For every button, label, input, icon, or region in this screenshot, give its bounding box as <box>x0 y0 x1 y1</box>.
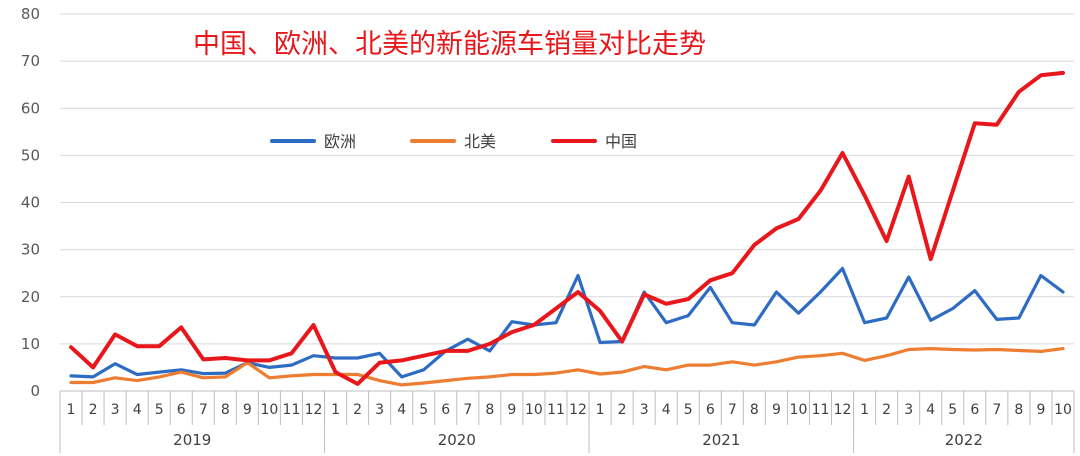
x-tick-label: 7 <box>463 402 472 418</box>
x-tick-label: 1 <box>596 402 605 418</box>
x-tick-label: 11 <box>812 402 830 418</box>
x-tick-label: 9 <box>772 402 781 418</box>
x-tick-label: 10 <box>525 402 543 418</box>
series-line-china <box>69 70 1065 386</box>
x-tick-label: 4 <box>397 402 406 418</box>
x-tick-label: 8 <box>485 402 494 418</box>
x-tick-label: 8 <box>750 402 759 418</box>
x-tick-label: 6 <box>177 402 186 418</box>
x-tick-label: 6 <box>706 402 715 418</box>
x-tick-label: 5 <box>155 402 164 418</box>
y-axis: 0 10 20 30 40 50 60 70 80 <box>21 5 40 400</box>
x-tick-label: 5 <box>684 402 693 418</box>
x-tick-label: 11 <box>283 402 301 418</box>
series-lines <box>69 70 1065 387</box>
x-tick-label: 1 <box>860 402 869 418</box>
x-tick-label: 12 <box>569 402 587 418</box>
x-tick-label: 10 <box>1054 402 1072 418</box>
y-tick-label: 80 <box>21 5 40 23</box>
y-tick-label: 60 <box>21 99 40 117</box>
y-tick-label: 50 <box>21 146 40 164</box>
x-tick-label: 1 <box>67 402 76 418</box>
chart-title: 中国、欧洲、北美的新能源车销量对比走势 <box>193 29 706 60</box>
x-tick-label: 1 <box>331 402 340 418</box>
x-tick-label: 5 <box>419 402 428 418</box>
x-tick-label: 2 <box>618 402 627 418</box>
x-tick-label: 2 <box>882 402 891 418</box>
y-tick-label: 70 <box>21 52 40 70</box>
year-label: 2022 <box>945 431 983 449</box>
x-tick-label: 4 <box>926 402 935 418</box>
x-tick-label: 12 <box>834 402 852 418</box>
x-tick-label: 3 <box>111 402 120 418</box>
series-line-europe <box>69 266 1065 379</box>
y-tick-label: 30 <box>21 241 40 259</box>
x-tick-label: 7 <box>992 402 1001 418</box>
x-tick-label: 11 <box>547 402 565 418</box>
legend-label-europe: 欧洲 <box>324 132 356 151</box>
y-tick-label: 20 <box>21 288 40 306</box>
x-tick-label: 9 <box>1036 402 1045 418</box>
y-tick-label: 40 <box>21 194 40 212</box>
x-tick-label: 6 <box>970 402 979 418</box>
x-tick-label: 4 <box>133 402 142 418</box>
x-tick-label: 8 <box>1014 402 1023 418</box>
series-line-north-america <box>69 347 1065 387</box>
x-tick-label: 10 <box>790 402 808 418</box>
x-tick-label: 10 <box>260 402 278 418</box>
x-tick-label: 6 <box>441 402 450 418</box>
x-tick-label: 8 <box>221 402 230 418</box>
x-tick-label: 2 <box>353 402 362 418</box>
x-tick-label: 3 <box>904 402 913 418</box>
x-tick-label: 7 <box>728 402 737 418</box>
x-tick-label: 9 <box>243 402 252 418</box>
year-label: 2021 <box>702 431 740 449</box>
x-tick-label: 5 <box>948 402 957 418</box>
x-tick-label: 3 <box>640 402 649 418</box>
year-label: 2020 <box>438 431 476 449</box>
legend-label-north-america: 北美 <box>464 132 496 151</box>
y-tick-label: 0 <box>30 382 40 400</box>
legend: 欧洲 北美 中国 <box>270 132 637 151</box>
x-tick-label: 12 <box>305 402 323 418</box>
year-label: 2019 <box>173 431 211 449</box>
gridlines <box>60 13 1074 345</box>
x-tick-label: 7 <box>199 402 208 418</box>
legend-label-china: 中国 <box>605 132 637 151</box>
x-axis: 1 2 3 4 5 6 7 8 9 10 11 12 1 2 3 4 5 6 7 8 9 10 11 12 1 2 3 4 5 6 7 8 9 1… <box>59 390 1075 453</box>
x-tick-label: 3 <box>375 402 384 418</box>
x-tick-label: 9 <box>507 402 516 418</box>
x-tick-label: 4 <box>662 402 671 418</box>
x-tick-label: 2 <box>89 402 98 418</box>
y-tick-label: 10 <box>21 335 40 353</box>
